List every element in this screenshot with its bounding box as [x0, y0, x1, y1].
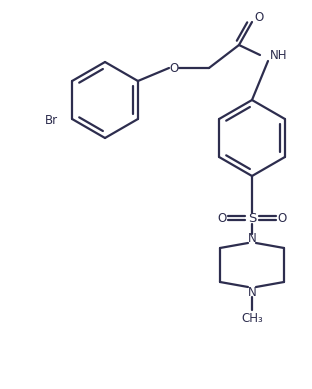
- Text: N: N: [248, 231, 256, 245]
- Text: N: N: [248, 286, 256, 298]
- Text: O: O: [277, 212, 287, 224]
- Text: O: O: [169, 61, 179, 75]
- Text: NH: NH: [270, 49, 287, 61]
- Text: S: S: [248, 212, 256, 224]
- Text: O: O: [217, 212, 227, 224]
- Text: Br: Br: [45, 114, 58, 126]
- Text: O: O: [254, 11, 263, 23]
- Text: CH₃: CH₃: [241, 312, 263, 324]
